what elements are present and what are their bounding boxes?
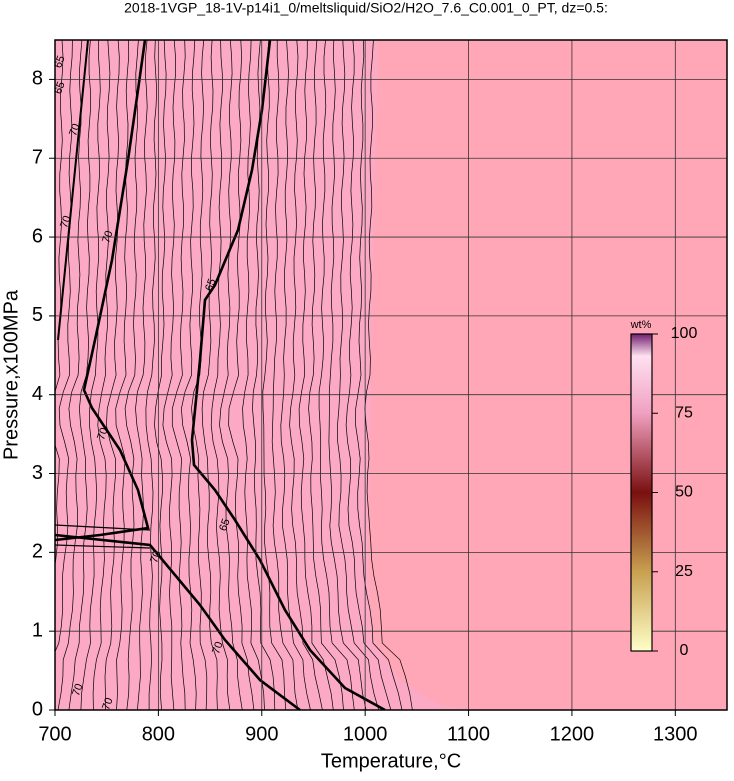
x-tick-label: 1000 [343, 723, 388, 745]
contour-line [210, 40, 231, 710]
contour-line [201, 40, 218, 710]
y-tick-label: 6 [32, 225, 43, 247]
colorbar-tick-label: 100 [671, 325, 698, 342]
contour-line [298, 40, 334, 710]
colorbar-tick-label: 75 [675, 404, 693, 421]
y-tick-label: 8 [32, 68, 43, 90]
contour-line [318, 40, 355, 710]
contour-band [55, 524, 151, 549]
y-tick-label: 3 [32, 462, 43, 484]
contour-65 [190, 40, 386, 710]
contour-label: 70 [210, 640, 225, 656]
plot-frame [54, 39, 728, 711]
y-axis-label: Pressure,x100MPa [0, 289, 22, 460]
contour-line [308, 40, 344, 710]
contour-line [345, 40, 392, 710]
y-tick-label: 5 [32, 304, 43, 326]
x-tick-label: 1200 [550, 723, 595, 745]
contour-label: 70 [67, 122, 82, 138]
x-tick-label: 800 [142, 723, 175, 745]
contour-label: 65 [217, 517, 232, 533]
contour-label: 65 [52, 80, 67, 96]
contour-line [115, 40, 130, 710]
contour-line [80, 40, 101, 710]
y-tick-label: 2 [32, 541, 43, 563]
contour-line [145, 40, 158, 710]
contours [55, 40, 413, 710]
contour-line [337, 40, 380, 710]
contour-line [68, 40, 92, 710]
contour-label: 70 [95, 426, 110, 442]
contour-line [262, 40, 287, 710]
contour-line [242, 40, 265, 710]
colorbar-label: wt% [630, 319, 652, 331]
contour-line [135, 40, 148, 710]
contour-line [171, 40, 186, 710]
contour-label: 70 [58, 214, 73, 230]
contour-label: 70 [100, 696, 115, 712]
contour-line [252, 40, 276, 710]
contour-line [154, 40, 167, 710]
contour-line [228, 40, 255, 710]
contour-label: 70 [148, 549, 163, 565]
y-tick-label: 4 [32, 383, 43, 405]
colorbar-tick-label: 25 [675, 563, 693, 580]
colorbar-tick-label: 0 [680, 642, 689, 659]
contour-line [162, 40, 176, 710]
y-tick-label: 7 [32, 147, 43, 169]
contour-line [181, 40, 197, 710]
contour-line [219, 40, 243, 710]
contour-line [92, 40, 111, 710]
chart-title: 2018-1VGP_18-1V-p14i1_0/meltsliquid/SiO2… [124, 0, 608, 16]
contour-line [271, 40, 299, 710]
y-tick-label: 0 [32, 698, 43, 720]
contour-line [328, 40, 367, 710]
contour-line [355, 40, 403, 710]
contour-70 [55, 533, 301, 710]
x-tick-label: 1100 [447, 723, 490, 745]
contour-70 [57, 40, 89, 341]
x-tick-label: 700 [38, 723, 71, 745]
colorbar-tick-label: 50 [675, 484, 693, 501]
contour-label: 65 [203, 277, 218, 293]
contour-line [55, 40, 64, 567]
contour-line [289, 40, 323, 710]
contour-line [55, 40, 73, 653]
y-tick-label: 1 [32, 619, 43, 641]
contour-line [364, 40, 413, 710]
x-axis-label: Temperature,°C [321, 750, 461, 772]
contour-line [104, 40, 120, 710]
contour-label: 70 [70, 682, 85, 698]
contour-line [57, 40, 83, 710]
x-tick-label: 1300 [653, 723, 698, 745]
contour-label: 70 [100, 229, 115, 245]
colorbar [630, 333, 653, 652]
contour-line [124, 40, 139, 710]
contour-line [191, 40, 208, 710]
contour-line [280, 40, 311, 710]
x-tick-label: 900 [245, 723, 278, 745]
contour-label: 65 [52, 54, 67, 70]
